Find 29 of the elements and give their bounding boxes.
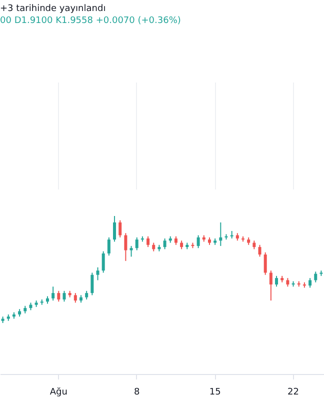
candlestick xyxy=(107,236,110,256)
x-tick-label: 15 xyxy=(209,388,221,398)
text: 00 D1.9100 K1.9558 +0.0070 (+0.36%) xyxy=(0,16,181,26)
candlestick xyxy=(314,271,318,283)
candlestick xyxy=(163,238,166,250)
candlestick xyxy=(52,286,55,302)
candlestick xyxy=(196,234,200,249)
candlestick xyxy=(258,244,262,258)
candlestick xyxy=(124,232,128,262)
candlestick xyxy=(90,272,94,296)
candlestick xyxy=(130,245,133,258)
candlestick xyxy=(275,275,278,288)
candlestick xyxy=(62,290,66,302)
candlestick xyxy=(96,266,100,281)
text: +3 tarihinde yayınlandı xyxy=(0,4,106,14)
candlestick xyxy=(102,250,105,274)
candlestick xyxy=(74,292,77,304)
candlestick xyxy=(219,222,222,246)
candlestick xyxy=(57,290,60,302)
candlestick xyxy=(113,216,116,242)
x-tick-label: 8 xyxy=(134,388,140,398)
x-tick-label: 22 xyxy=(288,388,299,398)
candlestick xyxy=(308,278,312,288)
candlestick xyxy=(264,252,267,276)
candlestick xyxy=(146,236,150,248)
x-tick-label: Ağu xyxy=(50,386,68,398)
candlestick xyxy=(269,270,272,302)
candlestick xyxy=(118,220,122,238)
candlestick xyxy=(135,236,138,251)
